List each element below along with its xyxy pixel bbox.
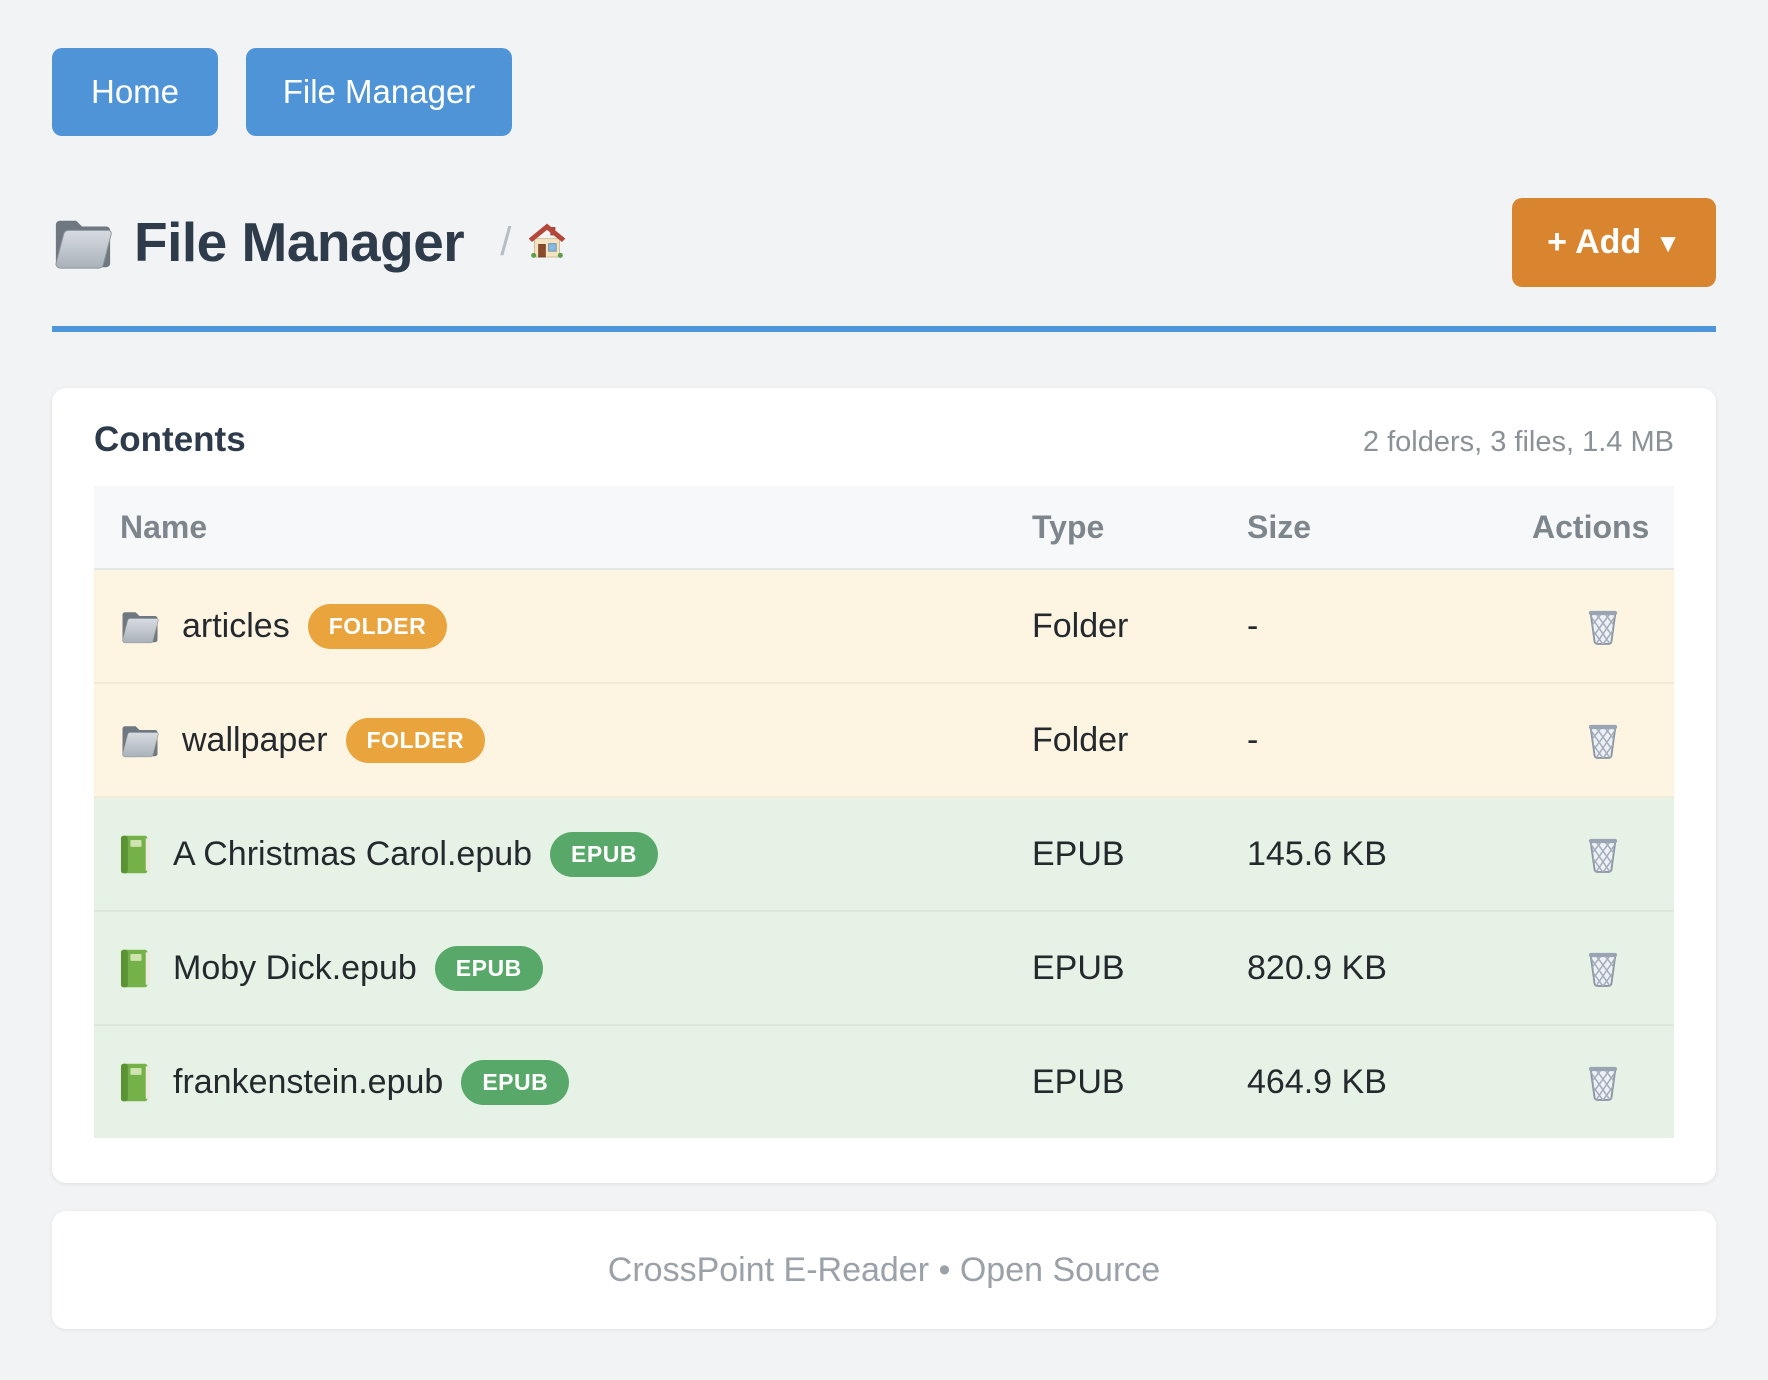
file-type: Folder — [1032, 720, 1129, 759]
file-name: wallpaper — [182, 720, 328, 759]
file-name: Moby Dick.epub — [173, 948, 417, 987]
file-type: EPUB — [1032, 834, 1125, 873]
type-badge: EPUB — [434, 945, 543, 991]
page-title: File Manager — [134, 211, 465, 273]
add-button[interactable]: + Add ▼ — [1512, 197, 1716, 287]
file-size: 464.9 KB — [1247, 1062, 1387, 1101]
home-breadcrumb-icon[interactable] — [527, 222, 567, 262]
file-type: EPUB — [1032, 1062, 1125, 1101]
book-icon — [120, 1062, 151, 1103]
header-divider — [52, 326, 1716, 332]
table-row[interactable]: Moby Dick.epub EPUB EPUB 820.9 KB — [94, 912, 1674, 1026]
nav-button-file-manager[interactable]: File Manager — [246, 48, 512, 136]
page-header: File Manager / + Add ▼ — [52, 197, 1716, 287]
table-row[interactable]: wallpaper FOLDER Folder - — [94, 684, 1674, 798]
trash-icon — [1586, 1063, 1620, 1101]
file-type: Folder — [1032, 606, 1129, 645]
file-table: Name Type Size Actions articles FOLDER F… — [94, 486, 1674, 1138]
table-header-row: Name Type Size Actions — [94, 486, 1674, 570]
type-badge: EPUB — [461, 1059, 570, 1105]
table-row[interactable]: frankenstein.epub EPUB EPUB 464.9 KB — [94, 1026, 1674, 1138]
type-badge: FOLDER — [345, 717, 486, 763]
folder-icon — [120, 605, 160, 647]
book-icon — [120, 834, 151, 875]
column-header-type: Type — [1032, 508, 1105, 545]
contents-panel: Contents 2 folders, 3 files, 1.4 MB Name… — [52, 388, 1716, 1183]
delete-button[interactable] — [1580, 943, 1626, 993]
file-size: 145.6 KB — [1247, 834, 1387, 873]
trash-icon — [1586, 607, 1620, 645]
footer: CrossPoint E-Reader • Open Source — [52, 1211, 1716, 1329]
column-header-name: Name — [120, 508, 208, 545]
type-badge: EPUB — [550, 831, 658, 877]
nav-button-home[interactable]: Home — [52, 48, 218, 136]
add-button-label: + Add — [1547, 222, 1642, 261]
delete-button[interactable] — [1580, 601, 1626, 651]
file-size: - — [1247, 720, 1259, 759]
column-header-actions: Actions — [1532, 508, 1650, 545]
top-nav: Home File Manager — [0, 0, 1768, 136]
column-header-size: Size — [1247, 508, 1312, 545]
footer-text: CrossPoint E-Reader • Open Source — [607, 1250, 1161, 1289]
contents-heading: Contents — [94, 420, 246, 459]
table-row[interactable]: A Christmas Carol.epub EPUB EPUB 145.6 K… — [94, 798, 1674, 912]
folder-icon — [120, 719, 160, 761]
file-size: 820.9 KB — [1247, 948, 1387, 987]
contents-summary: 2 folders, 3 files, 1.4 MB — [1362, 426, 1674, 458]
delete-button[interactable] — [1580, 1057, 1626, 1107]
trash-icon — [1586, 835, 1620, 873]
breadcrumb-separator: / — [500, 219, 512, 264]
file-name: frankenstein.epub — [173, 1062, 444, 1101]
trash-icon — [1586, 721, 1620, 759]
folder-icon — [55, 220, 112, 269]
file-name: A Christmas Carol.epub — [173, 834, 533, 873]
delete-button[interactable] — [1580, 829, 1626, 879]
book-icon — [120, 948, 151, 989]
file-name: articles — [182, 606, 290, 645]
file-size: - — [1247, 606, 1259, 645]
type-badge: FOLDER — [307, 603, 448, 649]
file-type: EPUB — [1032, 948, 1125, 987]
trash-icon — [1586, 949, 1620, 987]
delete-button[interactable] — [1580, 715, 1626, 765]
table-row[interactable]: articles FOLDER Folder - — [94, 570, 1674, 684]
chevron-down-icon: ▼ — [1655, 227, 1681, 258]
